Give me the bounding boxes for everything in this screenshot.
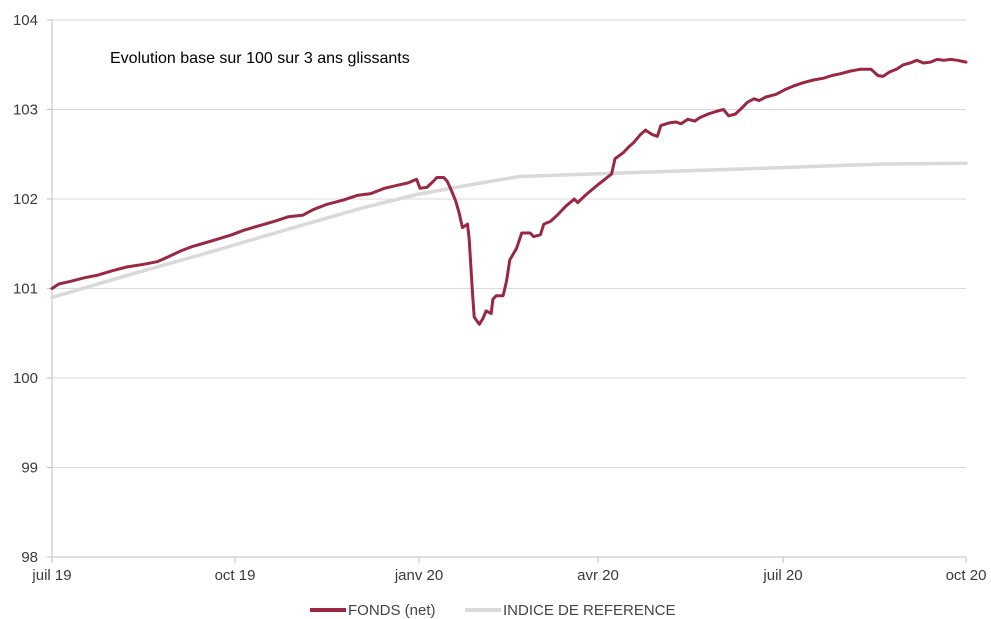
legend-label-indice: INDICE DE REFERENCE bbox=[503, 602, 676, 619]
y-tick-label: 104 bbox=[13, 12, 38, 29]
series-line-indice bbox=[50, 161, 968, 300]
legend: FONDS (net) INDICE DE REFERENCE bbox=[310, 602, 676, 619]
y-tick-label: 101 bbox=[13, 281, 38, 298]
x-tick-label: oct 20 bbox=[946, 567, 987, 584]
series-line-fonds bbox=[50, 57, 968, 326]
series-lines bbox=[50, 57, 968, 326]
legend-label-fonds: FONDS (net) bbox=[348, 602, 436, 619]
x-tick-label: avr 20 bbox=[577, 567, 619, 584]
y-tick-label: 103 bbox=[13, 102, 38, 119]
x-tick-label: juil 19 bbox=[31, 567, 71, 584]
x-tick-label: janv 20 bbox=[394, 567, 443, 584]
y-tick-label: 102 bbox=[13, 191, 38, 208]
y-tick-label: 100 bbox=[13, 370, 38, 387]
chart-title: Evolution base sur 100 sur 3 ans glissan… bbox=[110, 50, 410, 67]
x-tick-label: juil 20 bbox=[762, 567, 802, 584]
x-tick-label: oct 19 bbox=[215, 567, 256, 584]
y-axis-ticks: 98 99 100 101 102 103 104 bbox=[13, 12, 52, 566]
x-axis-ticks: juil 19 oct 19 janv 20 avr 20 juil 20 oct 20 bbox=[31, 557, 986, 584]
y-tick-label: 98 bbox=[21, 549, 38, 566]
y-tick-label: 99 bbox=[21, 460, 38, 477]
gridlines bbox=[52, 19, 966, 468]
